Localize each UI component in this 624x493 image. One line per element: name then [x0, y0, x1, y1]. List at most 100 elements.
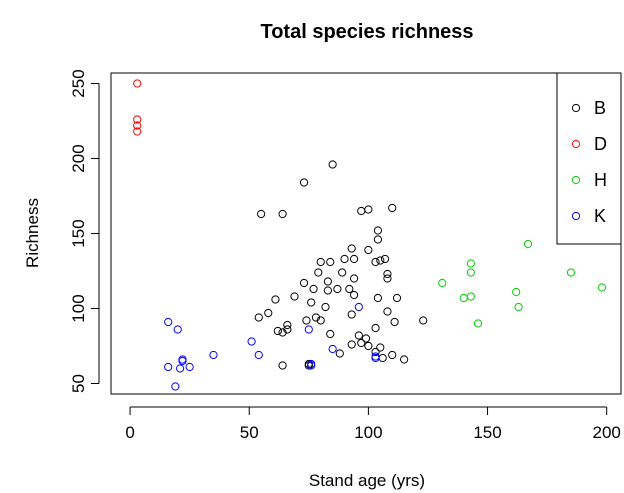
point-k — [209, 350, 218, 360]
point-b — [373, 293, 383, 303]
point-d — [133, 121, 142, 130]
point-b — [309, 284, 318, 294]
point-b — [278, 209, 287, 219]
point-b — [373, 235, 383, 244]
point-b — [354, 331, 363, 340]
y-axis: 50 100 150 200 250 — [69, 69, 100, 393]
point-b — [364, 341, 373, 351]
point-b — [357, 338, 366, 348]
point-k — [178, 356, 187, 366]
point-b — [316, 316, 325, 325]
point-b — [380, 254, 390, 264]
point-k — [173, 325, 182, 334]
point-h — [466, 259, 475, 268]
point-b — [383, 274, 392, 283]
point-d — [133, 127, 142, 136]
point-k — [307, 359, 316, 369]
point-b — [273, 326, 282, 336]
point-b — [283, 320, 292, 330]
x-axis-label: Stand age (yrs) — [309, 471, 425, 490]
point-k — [176, 364, 185, 373]
point-h — [438, 278, 447, 288]
point-b — [333, 284, 342, 294]
point-b — [271, 295, 280, 304]
point-k — [304, 325, 313, 334]
legend-marker-b — [571, 103, 581, 113]
y-tick-label: 150 — [69, 219, 88, 247]
point-b — [338, 268, 347, 277]
point-d — [133, 115, 142, 124]
point-b — [290, 292, 299, 301]
point-b — [349, 274, 359, 283]
legend-marker-h — [571, 175, 581, 185]
point-b — [347, 340, 356, 349]
point-b — [314, 268, 323, 277]
point-h — [566, 268, 576, 277]
point-b — [304, 359, 313, 369]
point-b — [347, 310, 356, 319]
point-b — [400, 355, 409, 364]
point-b — [254, 313, 263, 322]
point-h — [466, 268, 475, 277]
point-k — [185, 362, 194, 372]
point-d — [133, 79, 142, 88]
point-b — [349, 254, 359, 264]
plot-frame — [110, 72, 622, 395]
chart-title: Total species richness — [260, 21, 473, 43]
point-b — [392, 293, 402, 303]
point-k — [254, 350, 263, 360]
point-h — [466, 292, 475, 301]
point-b — [364, 205, 373, 214]
legend-box — [556, 72, 622, 245]
y-tick-label: 50 — [69, 374, 88, 393]
point-k — [164, 317, 173, 327]
point-h — [597, 283, 607, 292]
point-b — [264, 308, 273, 318]
point-b — [371, 257, 380, 267]
point-k — [247, 337, 256, 346]
point-b — [307, 298, 316, 307]
point-h — [514, 302, 523, 312]
legend-label-h: H — [594, 170, 607, 190]
x-axis: 0 50 100 150 200 — [125, 406, 621, 442]
point-h — [459, 293, 468, 303]
y-tick-label: 200 — [69, 144, 88, 172]
point-b — [323, 277, 332, 286]
point-b — [335, 349, 344, 358]
legend-label-d: D — [594, 134, 607, 154]
point-b — [376, 343, 385, 352]
legend-marker-k — [571, 211, 581, 221]
point-k — [354, 302, 363, 312]
point-b — [383, 269, 392, 279]
point-b — [323, 286, 332, 295]
legend-marker-d — [571, 139, 581, 149]
point-b — [390, 317, 399, 327]
point-b — [388, 350, 397, 360]
legend-label-k: K — [594, 206, 606, 226]
point-k — [171, 382, 180, 391]
point-b — [340, 254, 349, 264]
point-b — [299, 178, 309, 187]
point-b — [419, 316, 428, 325]
point-b — [326, 329, 335, 339]
point-b — [257, 209, 266, 219]
point-b — [373, 226, 383, 235]
point-b — [328, 160, 337, 169]
point-b — [302, 316, 311, 325]
point-b — [278, 361, 287, 370]
point-b — [357, 206, 366, 216]
x-tick-label: 200 — [593, 423, 621, 442]
point-b — [376, 256, 385, 265]
point-b — [347, 244, 356, 253]
point-b — [388, 203, 397, 213]
point-b — [321, 302, 330, 312]
point-b — [378, 353, 387, 363]
x-tick-label: 0 — [125, 423, 134, 442]
point-b — [349, 290, 359, 300]
y-axis-label: Richness — [23, 198, 42, 268]
point-h — [523, 239, 533, 249]
point-k — [371, 353, 380, 363]
x-tick-label: 50 — [240, 423, 259, 442]
point-b — [326, 257, 335, 267]
